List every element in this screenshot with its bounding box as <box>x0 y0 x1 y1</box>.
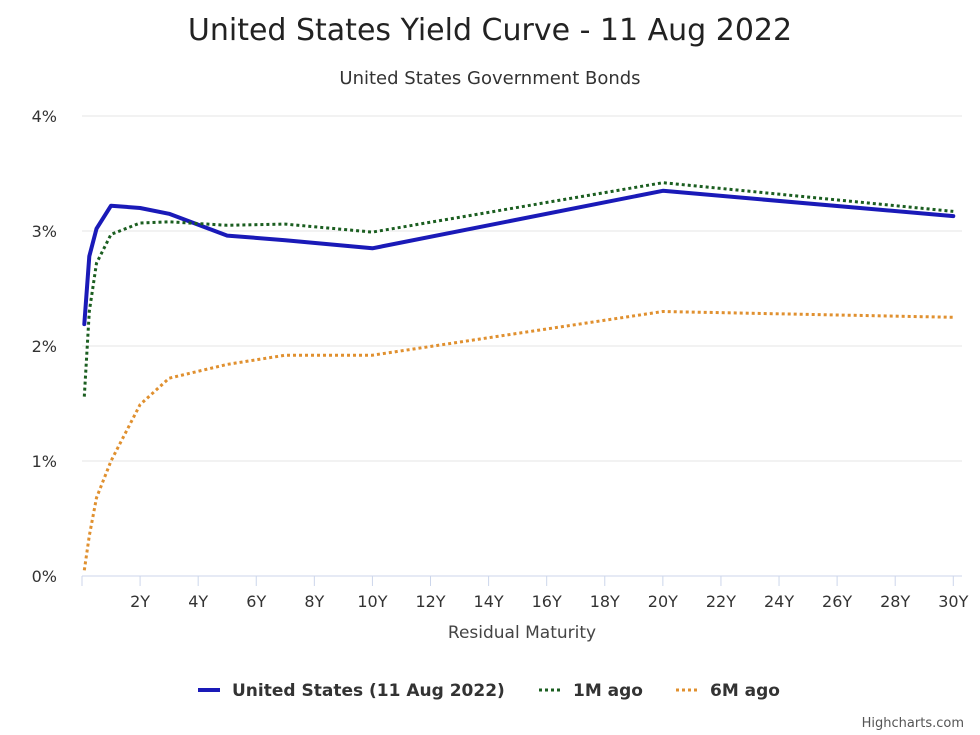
y-tick-label: 3% <box>32 222 57 241</box>
x-axis-ticks: 2Y 4Y 6Y 8Y 10Y 12Y 14Y 16Y 18Y 20Y 22Y 24Y 26Y 28Y 30… <box>130 592 968 611</box>
x-tick-label: 2Y <box>130 592 150 611</box>
y-tick-label: 2% <box>32 337 57 356</box>
x-tick-label: 12Y <box>415 592 445 611</box>
y-tick-label: 0% <box>32 567 57 586</box>
series-lines <box>82 181 956 571</box>
y-tick-label: 4% <box>32 107 57 126</box>
series-line[interactable] <box>82 310 954 571</box>
y-tick-label: 1% <box>32 452 57 471</box>
grid-lines <box>82 115 962 462</box>
x-axis-title: Residual Maturity <box>448 623 596 643</box>
x-tick-label: 22Y <box>706 592 736 611</box>
chart-subtitle: United States Government Bonds <box>339 68 640 89</box>
x-tick-label: 30Y <box>938 592 968 611</box>
y-axis-ticks: 0% 1% 2% 3% 4% <box>32 107 57 586</box>
x-tick-label: 6Y <box>246 592 266 611</box>
x-tick-label: 8Y <box>304 592 324 611</box>
series-line[interactable] <box>82 188 956 327</box>
credits-link[interactable]: Highcharts.com <box>862 716 964 731</box>
series-line[interactable] <box>82 181 954 397</box>
legend-item[interactable]: 6M ago <box>710 681 780 701</box>
x-tick-label: 26Y <box>822 592 852 611</box>
x-tick-label: 4Y <box>188 592 208 611</box>
x-tick-label: 14Y <box>474 592 504 611</box>
x-tick-label: 16Y <box>532 592 562 611</box>
chart-title: United States Yield Curve - 11 Aug 2022 <box>188 13 792 48</box>
legend-item[interactable]: 1M ago <box>573 681 643 701</box>
x-tick-label: 24Y <box>764 592 794 611</box>
legend-item[interactable]: United States (11 Aug 2022) <box>232 681 505 701</box>
x-axis <box>81 575 962 586</box>
legend[interactable]: United States (11 Aug 2022) 1M ago 6M ago <box>198 681 780 701</box>
x-tick-label: 18Y <box>590 592 620 611</box>
x-tick-label: 28Y <box>880 592 910 611</box>
x-tick-label: 20Y <box>648 592 678 611</box>
x-tick-label: 10Y <box>357 592 387 611</box>
